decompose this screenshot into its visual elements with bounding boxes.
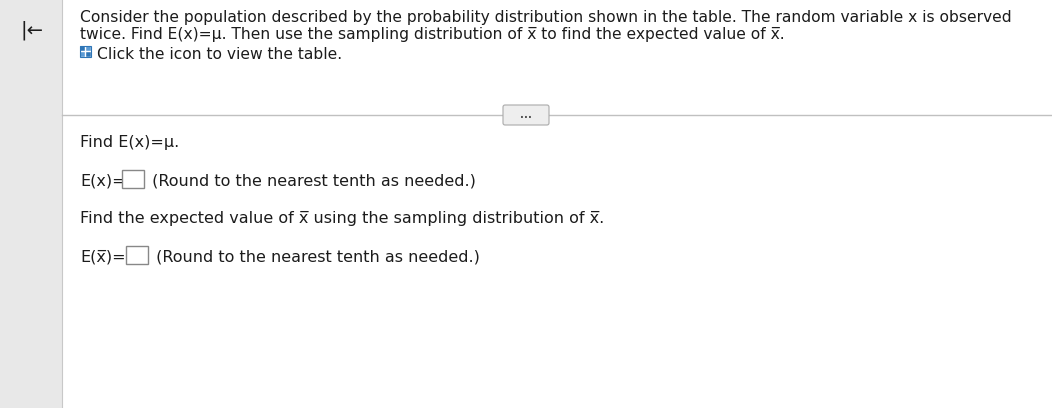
Text: (Round to the nearest tenth as needed.): (Round to the nearest tenth as needed.) <box>151 249 480 264</box>
Bar <box>86 46 92 51</box>
Text: |←: |← <box>20 20 43 40</box>
FancyBboxPatch shape <box>503 105 549 125</box>
Bar <box>80 46 85 51</box>
Text: twice. Find E(x)=μ. Then use the sampling distribution of x̅ to find the expecte: twice. Find E(x)=μ. Then use the samplin… <box>80 27 785 42</box>
Text: E(x̅)=: E(x̅)= <box>80 249 125 264</box>
Bar <box>126 246 148 264</box>
Bar <box>80 52 85 57</box>
Bar <box>0 0 62 408</box>
Text: Consider the population described by the probability distribution shown in the t: Consider the population described by the… <box>80 10 1012 25</box>
Bar <box>122 170 144 188</box>
Text: Click the icon to view the table.: Click the icon to view the table. <box>97 47 342 62</box>
Text: E(x)=: E(x)= <box>80 173 125 188</box>
Bar <box>86 52 92 57</box>
Bar <box>80 46 92 57</box>
Text: (Round to the nearest tenth as needed.): (Round to the nearest tenth as needed.) <box>147 173 476 188</box>
Text: Find E(x)=μ.: Find E(x)=μ. <box>80 135 179 150</box>
Text: Find the expected value of x̅ using the sampling distribution of x̅.: Find the expected value of x̅ using the … <box>80 211 604 226</box>
Text: ...: ... <box>520 110 532 120</box>
